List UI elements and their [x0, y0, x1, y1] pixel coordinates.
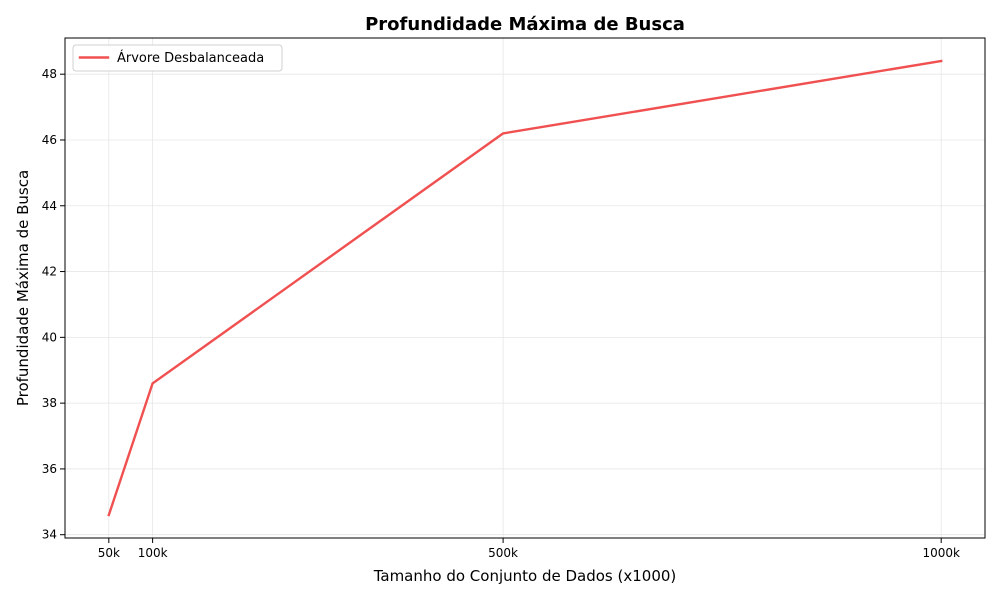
y-tick-label: 46 [42, 133, 57, 147]
y-tick-label: 42 [42, 265, 57, 279]
x-axis-label: Tamanho do Conjunto de Dados (x1000) [373, 567, 677, 585]
legend: Árvore Desbalanceada [73, 45, 282, 71]
legend-series-label: Árvore Desbalanceada [117, 50, 264, 66]
x-tick-label: 100k [138, 546, 168, 560]
chart-title: Profundidade Máxima de Busca [365, 14, 685, 35]
x-tick-label: 500k [488, 546, 518, 560]
y-tick-label: 48 [42, 67, 57, 81]
y-tick-label: 36 [42, 462, 57, 476]
y-tick-label: 38 [42, 396, 57, 410]
x-tick-label: 50k [98, 546, 120, 560]
y-tick-label: 34 [42, 528, 57, 542]
x-tick-label: 1000k [922, 546, 960, 560]
y-tick-label: 44 [42, 199, 57, 213]
y-tick-label: 40 [42, 330, 57, 344]
y-axis-label: Profundidade Máxima de Busca [14, 170, 32, 406]
